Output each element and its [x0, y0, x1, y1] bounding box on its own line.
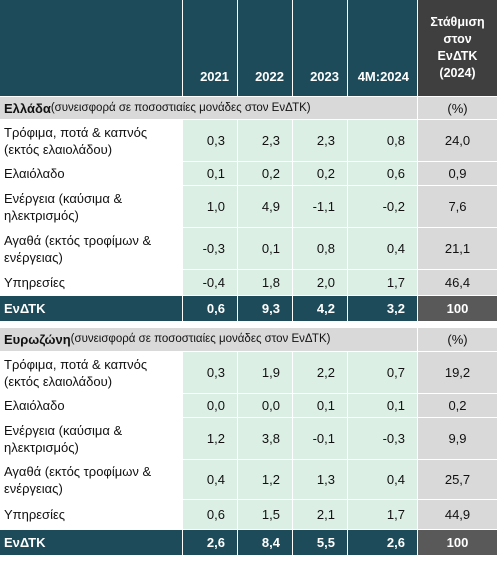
section-unit: (%) — [418, 328, 498, 352]
value-cell: 2,2 — [293, 352, 348, 394]
row-label: Τρόφιμα, ποτά & καπνός (εκτός ελαιολάδου… — [0, 120, 183, 162]
value-cell: 2,0 — [293, 270, 348, 296]
weight-header: Στάθμιση στον ΕνΔΤΚ (2024) — [418, 0, 498, 97]
weight-cell: 24,0 — [418, 120, 498, 162]
weight-cell: 46,4 — [418, 270, 498, 296]
row-label: Αγαθά (εκτός τροφίμων & ενέργειας) — [0, 228, 183, 270]
weight-cell: 9,9 — [418, 418, 498, 460]
weight-header-line: (2024) — [439, 66, 476, 80]
value-cell: 0,2 — [293, 162, 348, 186]
row-label: Υπηρεσίες — [0, 270, 183, 296]
value-cell: -1,1 — [293, 186, 348, 228]
row-label: Υπηρεσίες — [0, 500, 183, 530]
column-header: 4M:2024 — [348, 0, 418, 97]
weight-cell: 44,9 — [418, 500, 498, 530]
section-name: Ευρωζώνη — [4, 332, 71, 347]
weight-header-line: Στάθμιση — [430, 15, 485, 29]
total-value: 0,6 — [183, 296, 238, 322]
weight-cell: 21,1 — [418, 228, 498, 270]
value-cell: 1,3 — [293, 460, 348, 500]
value-cell: 1,5 — [238, 500, 293, 530]
value-cell: 3,8 — [238, 418, 293, 460]
value-cell: 0,6 — [348, 162, 418, 186]
weight-header-line: στον — [443, 32, 472, 46]
value-cell: 0,1 — [183, 162, 238, 186]
value-cell: 0,1 — [293, 394, 348, 418]
value-cell: 1,2 — [238, 460, 293, 500]
value-cell: 1,0 — [183, 186, 238, 228]
value-cell: -0,2 — [348, 186, 418, 228]
value-cell: 0,3 — [183, 352, 238, 394]
value-cell: 0,3 — [183, 120, 238, 162]
value-cell: 0,6 — [183, 500, 238, 530]
total-weight: 100 — [418, 296, 498, 322]
row-label: Ενέργεια (καύσιμα & ηλεκτρισμός) — [0, 418, 183, 460]
section-title: Ελλάδα (συνεισφορά σε ποσοστιαίες μονάδε… — [0, 97, 418, 120]
section-note: (συνεισφορά σε ποσοστιαίες μονάδες στον … — [70, 333, 331, 345]
value-cell: 1,7 — [348, 270, 418, 296]
weight-cell: 0,9 — [418, 162, 498, 186]
total-weight: 100 — [418, 530, 498, 556]
value-cell: 2,3 — [238, 120, 293, 162]
value-cell: -0,4 — [183, 270, 238, 296]
value-cell: 1,8 — [238, 270, 293, 296]
column-header: 2021 — [183, 0, 238, 97]
total-value: 4,2 — [293, 296, 348, 322]
value-cell: 0,4 — [183, 460, 238, 500]
value-cell: 0,4 — [348, 228, 418, 270]
weight-header-line: ΕνΔΤΚ — [437, 49, 478, 63]
total-value: 2,6 — [183, 530, 238, 556]
row-label: Ελαιόλαδο — [0, 394, 183, 418]
weight-cell: 0,2 — [418, 394, 498, 418]
value-cell: -0,3 — [183, 228, 238, 270]
value-cell: 0,8 — [348, 120, 418, 162]
value-cell: 0,0 — [183, 394, 238, 418]
total-value: 8,4 — [238, 530, 293, 556]
total-value: 9,3 — [238, 296, 293, 322]
column-header: 2023 — [293, 0, 348, 97]
value-cell: 0,1 — [238, 228, 293, 270]
value-cell: 0,4 — [348, 460, 418, 500]
value-cell: 0,7 — [348, 352, 418, 394]
weight-cell: 19,2 — [418, 352, 498, 394]
value-cell: -0,1 — [293, 418, 348, 460]
row-label: Τρόφιμα, ποτά & καπνός (εκτός ελαιολάδου… — [0, 352, 183, 394]
section-name: Ελλάδα — [4, 100, 51, 116]
row-label: Αγαθά (εκτός τροφίμων & ενέργειας) — [0, 460, 183, 500]
total-label: ΕνΔΤΚ — [0, 296, 183, 322]
value-cell: -0,3 — [348, 418, 418, 460]
value-cell: 0,8 — [293, 228, 348, 270]
value-cell: 0,0 — [238, 394, 293, 418]
section-note: (συνεισφορά σε ποσοστιαίες μονάδες στον … — [50, 101, 311, 114]
value-cell: 1,2 — [183, 418, 238, 460]
value-cell: 2,1 — [293, 500, 348, 530]
total-value: 5,5 — [293, 530, 348, 556]
weight-cell: 7,6 — [418, 186, 498, 228]
section-title: Ευρωζώνη (συνεισφορά σε ποσοστιαίες μονά… — [0, 328, 418, 352]
total-value: 2,6 — [348, 530, 418, 556]
weight-cell: 25,7 — [418, 460, 498, 500]
value-cell: 4,9 — [238, 186, 293, 228]
value-cell: 0,2 — [238, 162, 293, 186]
value-cell: 1,9 — [238, 352, 293, 394]
row-label: Ενέργεια (καύσιμα & ηλεκτρισμός) — [0, 186, 183, 228]
header-blank — [0, 0, 183, 97]
value-cell: 0,1 — [348, 394, 418, 418]
total-label: ΕνΔΤΚ — [0, 530, 183, 556]
value-cell: 2,3 — [293, 120, 348, 162]
total-value: 3,2 — [348, 296, 418, 322]
section-unit: (%) — [418, 97, 498, 120]
value-cell: 1,7 — [348, 500, 418, 530]
row-label: Ελαιόλαδο — [0, 162, 183, 186]
column-header: 2022 — [238, 0, 293, 97]
